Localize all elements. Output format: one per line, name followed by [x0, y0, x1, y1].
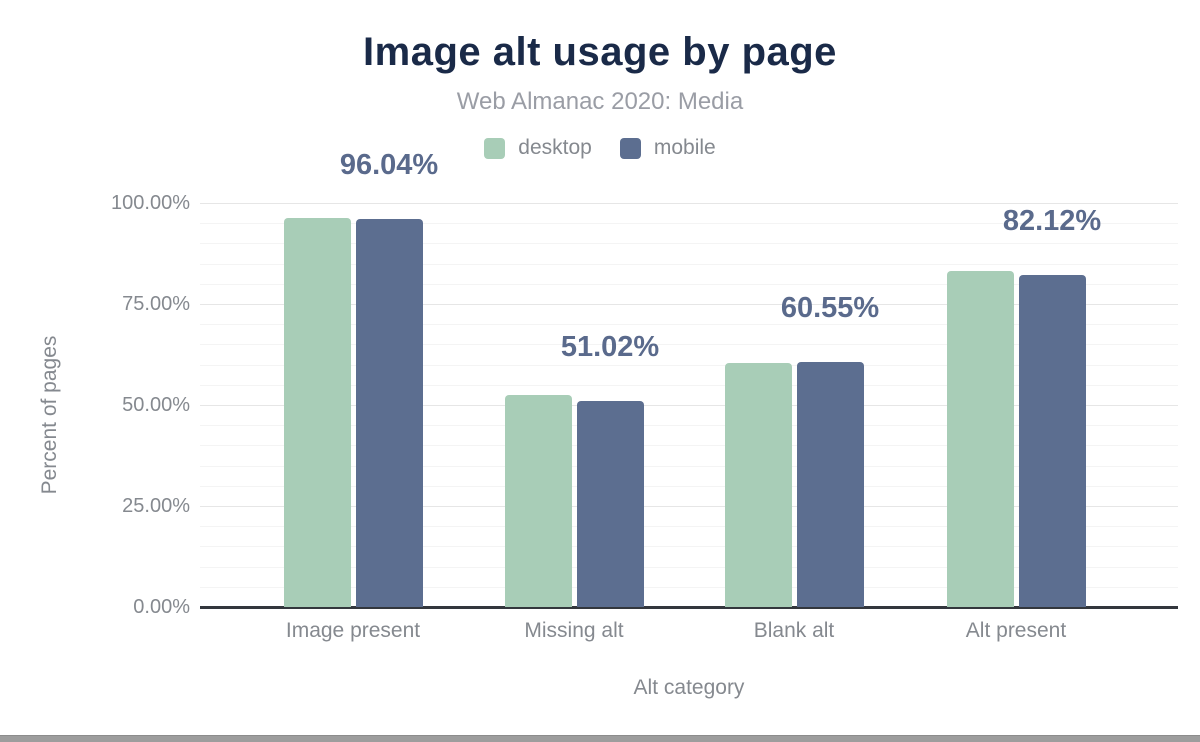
y-tick-label: 0.00%: [133, 596, 190, 618]
gridline: [200, 445, 1178, 447]
bar-desktop-image-present[interactable]: [283, 217, 351, 607]
legend-item-desktop: desktop: [484, 136, 592, 160]
gridline: [200, 243, 1178, 245]
bar-desktop-alt-present[interactable]: [946, 270, 1014, 607]
bottom-scrollbar[interactable]: [0, 735, 1200, 742]
gridline: [200, 344, 1178, 346]
chart-title: Image alt usage by page: [363, 30, 837, 74]
x-axis-title: Alt category: [633, 676, 745, 699]
x-tick-label-missing-alt: Missing alt: [524, 619, 624, 642]
bar-mobile-missing-alt[interactable]: [576, 400, 644, 607]
bar-desktop-missing-alt[interactable]: [504, 394, 572, 607]
y-tick-label: 50.00%: [122, 394, 190, 416]
bar-mobile-image-present[interactable]: [355, 218, 423, 607]
value-annotation-missing-alt: 51.02%: [560, 330, 660, 363]
x-tick-label-alt-present: Alt present: [965, 619, 1067, 642]
gridline: [200, 263, 1178, 265]
gridline: [200, 364, 1178, 366]
gridline: [200, 425, 1178, 427]
legend-label-mobile: mobile: [653, 136, 716, 159]
gridline: [200, 223, 1178, 225]
x-tick-label-image-present: Image present: [285, 619, 421, 642]
chart-subtitle: Web Almanac 2020: Media: [456, 88, 744, 115]
y-tick-label: 25.00%: [122, 495, 190, 517]
gridline: [200, 485, 1178, 487]
gridline: [200, 586, 1178, 588]
gridline: [200, 566, 1178, 568]
bar-desktop-blank-alt[interactable]: [724, 363, 792, 607]
x-axis-line: [200, 606, 1178, 609]
gridline: [200, 384, 1178, 386]
bar-mobile-blank-alt[interactable]: [796, 362, 864, 607]
gridline: [200, 465, 1178, 467]
gridline: [200, 526, 1178, 528]
gridline: [200, 546, 1178, 548]
legend-item-mobile: mobile: [619, 136, 716, 160]
y-tick-label: 75.00%: [122, 293, 190, 315]
gridline: [200, 506, 1178, 507]
bar-mobile-alt-present[interactable]: [1018, 275, 1086, 607]
gridline: [200, 405, 1178, 406]
value-annotation-alt-present: 82.12%: [1002, 205, 1102, 238]
gridline: [200, 203, 1178, 204]
legend-swatch-desktop-icon: [484, 137, 506, 159]
value-annotation-image-present: 96.04%: [339, 148, 439, 181]
value-annotation-blank-alt: 60.55%: [780, 292, 880, 325]
gridline: [200, 283, 1178, 285]
legend-label-desktop: desktop: [518, 136, 592, 159]
x-tick-label-blank-alt: Blank alt: [753, 619, 835, 642]
gridline: [200, 304, 1178, 305]
gridline: [200, 324, 1178, 326]
legend: desktop mobile: [0, 136, 1200, 160]
y-tick-label: 100.00%: [111, 192, 190, 214]
legend-swatch-mobile-icon: [619, 137, 641, 159]
